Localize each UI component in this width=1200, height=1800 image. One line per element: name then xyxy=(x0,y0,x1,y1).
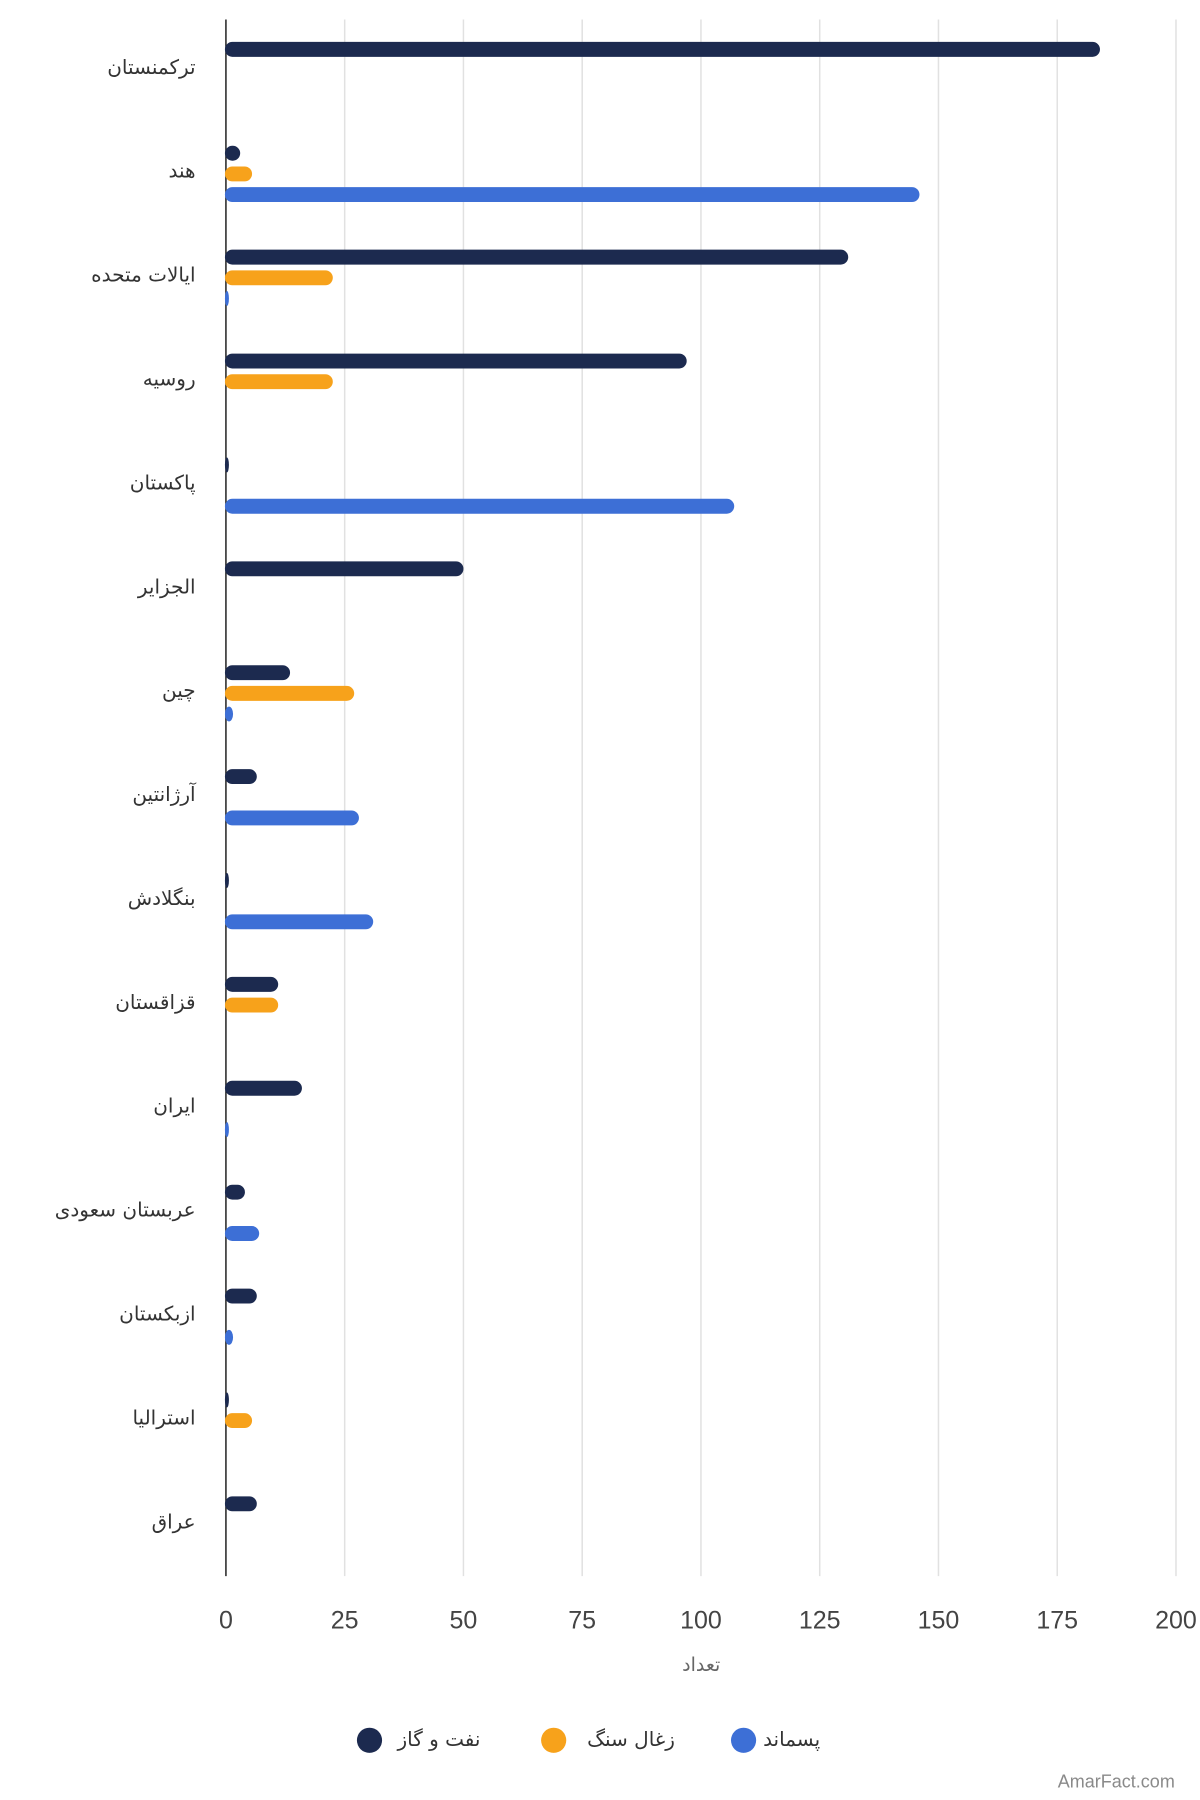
category-label: روسیه xyxy=(143,366,196,390)
bar-series-1 xyxy=(224,166,253,182)
x-tick-label: 200 xyxy=(1155,1607,1197,1635)
bar-series-0 xyxy=(224,145,241,161)
category-label: عراق xyxy=(152,1509,196,1533)
legend-label: پسماند xyxy=(763,1727,820,1752)
bar-series-0 xyxy=(224,976,279,992)
x-tick-label: 100 xyxy=(680,1607,722,1635)
category-label: ازبکستان xyxy=(119,1301,195,1325)
x-tick-label: 50 xyxy=(450,1607,478,1635)
legend-label: زغال سنگ xyxy=(587,1727,675,1751)
bar-series-0 xyxy=(224,769,257,785)
category-labels: ترکمنستان هند ایالات متحده روسیه پاکستان الجز… xyxy=(55,55,197,1533)
bar-series-0 xyxy=(224,1496,257,1512)
legend-swatch xyxy=(541,1727,567,1753)
bar-series-2 xyxy=(224,498,735,514)
x-tick-label: 75 xyxy=(568,1607,596,1635)
legend-swatch xyxy=(730,1727,757,1753)
legend: نفت و گاز زغال سنگ پسماند xyxy=(356,1727,820,1753)
bar-series-0 xyxy=(224,41,1100,57)
x-axis-title: تعداد xyxy=(682,1654,720,1676)
category-label: الجزایر xyxy=(137,574,196,598)
bar-series-0 xyxy=(224,353,687,369)
bar-series-0 xyxy=(224,457,229,473)
bar-series-2 xyxy=(224,706,234,722)
category-label: ترکمنستان xyxy=(107,55,195,79)
category-label: استرالیا xyxy=(132,1405,195,1429)
bar-series-1 xyxy=(224,1413,253,1429)
bar-series-0 xyxy=(224,1288,257,1304)
watermark: AmarFact.com xyxy=(1058,1772,1175,1792)
category-label: ایران xyxy=(153,1094,195,1118)
bar-series-2 xyxy=(224,187,920,203)
category-label: ایالات متحده xyxy=(91,263,195,287)
bar-series-0 xyxy=(224,873,229,888)
bar-series-1 xyxy=(224,685,355,701)
legend-swatch xyxy=(356,1727,383,1753)
bar-series-1 xyxy=(224,270,333,286)
bar-series-0 xyxy=(224,1392,229,1408)
x-tick-label: 0 xyxy=(219,1607,233,1635)
grid-layer xyxy=(225,19,1177,1577)
bar-series-0 xyxy=(224,1184,245,1200)
bar-series-0 xyxy=(224,665,291,681)
legend-label: نفت و گاز xyxy=(396,1727,480,1751)
category-label: عربستان سعودی xyxy=(55,1198,196,1222)
category-label: هند xyxy=(169,159,196,183)
bar-series-2 xyxy=(224,810,359,826)
bar-series-1 xyxy=(224,374,333,390)
bar-series-1 xyxy=(224,997,279,1013)
bar-series-0 xyxy=(224,561,464,577)
bar-series-2 xyxy=(224,1226,260,1241)
bar-series-2 xyxy=(224,1329,234,1345)
bar-series-2 xyxy=(224,914,374,930)
x-tick-label: 125 xyxy=(799,1607,841,1635)
x-tick-label: 175 xyxy=(1036,1607,1078,1635)
x-tick-label: 25 xyxy=(331,1607,359,1635)
bar-series-2 xyxy=(224,291,229,306)
x-tick-labels: 0 25 50 75 100 125 150 175 200 xyxy=(219,1607,1197,1635)
x-tick-label: 150 xyxy=(918,1607,960,1635)
bar-series-0 xyxy=(224,249,849,265)
category-label: قزاقستان xyxy=(115,990,195,1014)
bar-series-2 xyxy=(224,1122,229,1138)
category-label: پاکستان xyxy=(130,470,196,495)
category-label: آرژانتین xyxy=(132,781,197,806)
category-label: بنگلادش xyxy=(128,886,196,910)
bar-series-0 xyxy=(224,1080,302,1096)
bar-layer xyxy=(224,41,1100,1512)
category-label: چین xyxy=(162,678,196,702)
